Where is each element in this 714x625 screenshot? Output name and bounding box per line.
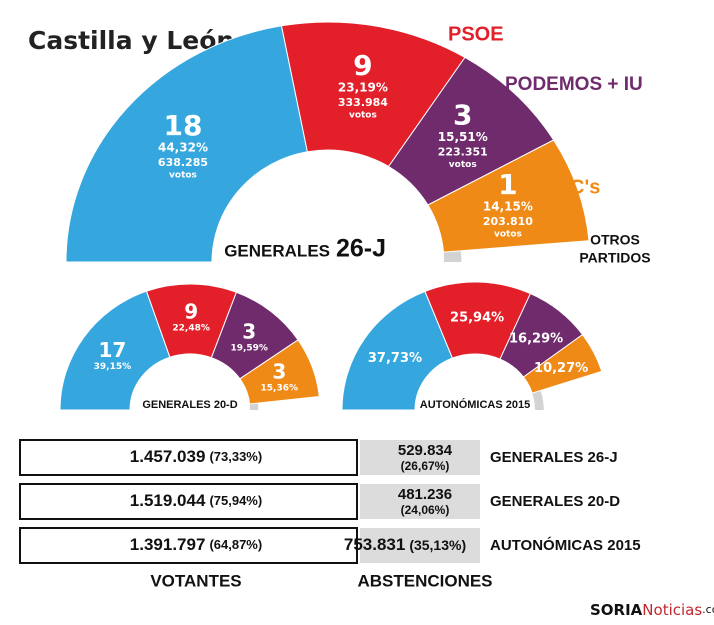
seat-arc (341, 290, 454, 411)
votes-unit: votos (494, 230, 522, 240)
title: Castilla y León (28, 26, 234, 55)
voters-count: 1.519.044 (130, 491, 206, 510)
abstention-pct: (26,67%) (401, 459, 450, 473)
abstention-box (360, 528, 480, 563)
voters-box (19, 527, 358, 564)
votes: 333.984 (338, 96, 388, 109)
voters-box (19, 483, 358, 520)
share-label: 10,27% (534, 361, 588, 376)
voters-box (19, 439, 358, 476)
abstention-box (360, 484, 480, 519)
logo-strong: SORIA (590, 601, 643, 619)
chart-label: AUTONÓMICAS 2015 (420, 398, 530, 411)
share-label: 22,48% (172, 324, 210, 334)
seat-arc (427, 139, 590, 253)
seats: 3 (453, 99, 472, 132)
share-label: 44,32% (158, 141, 208, 155)
seats: 1 (498, 168, 517, 201)
seats: 9 (184, 300, 198, 324)
share-label: 39,15% (94, 362, 132, 372)
abstention-pct: (35,13%) (409, 537, 466, 553)
logo: SORIANoticias.com (590, 601, 714, 619)
share-label: 14,15% (483, 200, 533, 214)
row-label: GENERALES 20-D (490, 493, 620, 510)
seat-arc (59, 290, 171, 411)
votes-unit: votos (169, 171, 197, 181)
votes: 223.351 (438, 146, 488, 159)
voters: 1.457.039 (73,33%) (130, 447, 262, 466)
party-name: PP (75, 193, 102, 215)
logo-suffix: .com (702, 603, 714, 616)
share-label: 15,51% (438, 130, 488, 144)
abstention: 753.831 (35,13%) (344, 535, 466, 554)
seat-arc (65, 25, 308, 263)
voters-pct: (64,87%) (209, 537, 262, 552)
chart-label-strong: 26-J (336, 235, 386, 263)
voters: 1.519.044 (75,94%) (130, 491, 262, 510)
votes: 638.285 (158, 156, 208, 169)
abstention: 481.236 (398, 486, 452, 503)
row-label: AUTONÓMICAS 2015 (490, 536, 641, 554)
share-label: 37,73% (368, 351, 422, 366)
others-label: PARTIDOS (579, 250, 650, 266)
party-name: C's (570, 176, 600, 198)
voters: 1.391.797 (64,87%) (130, 535, 262, 554)
seats: 3 (242, 319, 256, 343)
seats: 17 (98, 338, 126, 362)
row-label: GENERALES 26-J (490, 449, 618, 466)
abstention-pct: (24,06%) (401, 503, 450, 517)
share-label: 16,29% (509, 331, 563, 346)
seats: 9 (353, 49, 372, 82)
votes-unit: votos (449, 160, 477, 170)
party-name: PODEMOS + IU (505, 74, 643, 95)
voters-pct: (75,94%) (209, 493, 262, 508)
seats: 3 (272, 359, 286, 383)
column-header: ABSTENCIONES (357, 571, 492, 590)
votes-unit: votos (349, 111, 377, 121)
votes: 203.810 (483, 215, 533, 228)
voters-pct: (73,33%) (209, 449, 262, 464)
column-header: VOTANTES (150, 571, 241, 590)
share-label: 19,59% (230, 343, 268, 353)
party-name: PSOE (448, 23, 504, 45)
voters-count: 1.391.797 (130, 535, 206, 554)
chart-label: GENERALES 20-D (142, 399, 237, 411)
seat-arc (280, 21, 466, 168)
chart-label: GENERALES (224, 241, 330, 260)
seat-arc (522, 333, 603, 394)
others-label: OTROS (590, 232, 640, 248)
voters-count: 1.457.039 (130, 447, 206, 466)
share-label: 23,19% (338, 81, 388, 95)
share-label: 15,36% (261, 383, 299, 393)
share-label: 25,94% (450, 311, 504, 326)
seats: 18 (163, 109, 202, 142)
abstention: 529.834 (398, 442, 453, 459)
logo-light: Noticias (642, 601, 702, 619)
abstention-box (360, 440, 480, 475)
abstention-count: 753.831 (344, 535, 405, 554)
turnout-table: 1.457.039 (73,33%) 529.834(26,67%) GENERALE… (19, 439, 641, 564)
seat-arc (239, 339, 320, 405)
